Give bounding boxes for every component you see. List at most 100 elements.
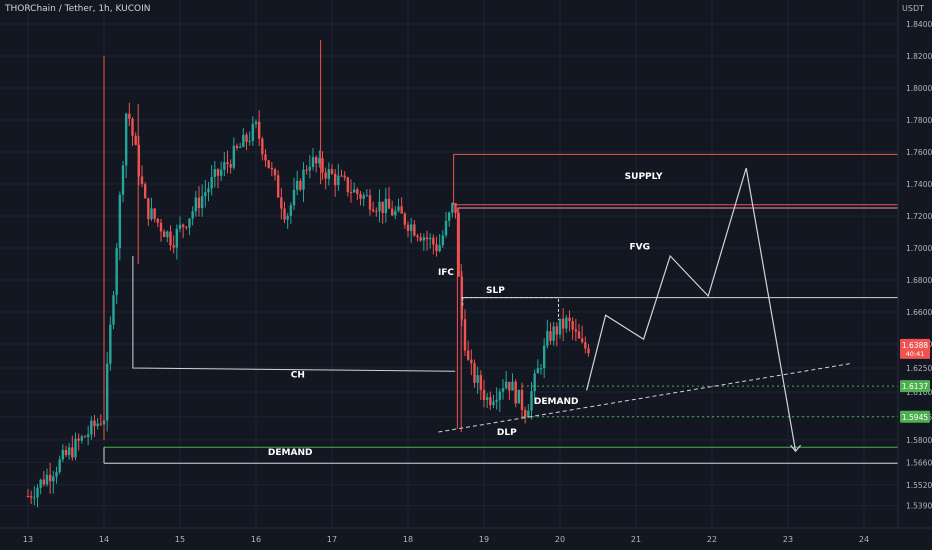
candle-body (536, 368, 540, 374)
drawings: SUPPLY FVG IFC SLP CH DEMAND DLP DEMAND (103, 153, 898, 464)
candle-body (555, 326, 559, 335)
candle-body (476, 375, 479, 383)
annotation-fvg: FVG (630, 243, 651, 253)
candle-body (191, 211, 194, 219)
candle-body (302, 169, 305, 190)
candle-body (295, 180, 299, 190)
candle-body (64, 450, 68, 456)
x-tick-label: 20 (555, 535, 565, 544)
candle-body (473, 363, 476, 383)
candle-body (428, 237, 432, 240)
candle-body (413, 224, 416, 236)
candle-body (501, 388, 505, 392)
candle-body (485, 397, 489, 400)
candle-body (359, 194, 362, 199)
candle-body (48, 474, 52, 482)
x-tick-label: 18 (403, 535, 413, 544)
ch-line (132, 256, 456, 372)
candle-body (280, 197, 283, 209)
candle-body (181, 224, 185, 227)
candle-body (362, 195, 365, 199)
y-tick-label: 1.6250 (906, 364, 932, 373)
candle-body (86, 434, 90, 437)
candle-body (451, 203, 454, 213)
candle-body (390, 208, 394, 216)
candle-body (216, 169, 220, 176)
candle-body (251, 124, 255, 141)
candle-body (219, 169, 223, 176)
candle-body (200, 196, 204, 209)
candle-body (162, 231, 166, 238)
candle-body (283, 208, 286, 220)
candle-body (42, 479, 46, 485)
candle-body (498, 391, 502, 400)
candle-body (479, 375, 483, 390)
candle-body (409, 224, 413, 231)
candle-body (587, 348, 590, 354)
candle-body (504, 381, 508, 389)
x-tick-label: 17 (327, 535, 337, 544)
candle-body (257, 121, 261, 139)
candle-body (118, 194, 122, 249)
y-tick-label: 1.8200 (906, 52, 932, 61)
annotation-demand-minor: DEMAND (534, 397, 579, 407)
candle-body (489, 397, 492, 406)
candle-body (422, 237, 426, 241)
candle-body (375, 211, 378, 213)
candle-body (435, 244, 438, 252)
candle-body (397, 206, 400, 211)
candle-body (267, 160, 270, 168)
candle-body (539, 368, 543, 370)
candle-body (58, 459, 61, 472)
projection-path (586, 167, 797, 452)
candle-body (527, 410, 530, 418)
candle-body (159, 222, 163, 232)
candle-body (128, 113, 131, 119)
candle-body (273, 169, 277, 176)
candle-body (109, 324, 112, 364)
candle-body (99, 423, 103, 425)
candle-body (45, 474, 49, 485)
candle-body (235, 145, 239, 148)
candle-body (517, 389, 521, 404)
candle-body (574, 329, 578, 332)
annotation-slp: SLP (486, 286, 505, 296)
price-tag-text-level_lower: 1.5945 (902, 413, 928, 422)
candle-body (286, 215, 289, 220)
candle-body (264, 154, 267, 161)
y-tick-label: 1.8000 (906, 84, 932, 93)
candle-body (147, 198, 150, 220)
candle-body (276, 175, 280, 198)
candle-body (365, 195, 369, 197)
candle-body (242, 134, 245, 147)
candle-body (349, 192, 353, 194)
candle-body (254, 121, 258, 125)
price-tag-subtext-current: 40:41 (906, 350, 925, 358)
candle-body (96, 423, 99, 427)
candle-body (384, 198, 388, 214)
price-tag-text-level_upper: 1.6137 (902, 382, 928, 391)
candle-body (299, 180, 302, 190)
x-tick-label: 13 (23, 535, 33, 544)
candle-body (549, 331, 552, 341)
candle-body (33, 497, 36, 499)
x-tick-label: 16 (251, 535, 261, 544)
candle-body (134, 135, 137, 145)
candle-body (305, 169, 308, 171)
candle-body (400, 206, 403, 214)
candle-body (261, 138, 264, 155)
candle-body (188, 218, 191, 228)
candle-body (137, 144, 141, 177)
candle-body (292, 189, 296, 206)
y-tick-label: 1.5390 (906, 502, 932, 511)
candle-body (150, 208, 153, 220)
candle-body (530, 391, 533, 411)
candle-body (337, 175, 340, 186)
x-tick-label: 15 (175, 535, 185, 544)
candle-body (352, 189, 356, 193)
candle-body (74, 438, 77, 458)
candle-body (416, 235, 419, 238)
chart-title: THORChain / Tether, 1h, KUCOIN (5, 4, 151, 14)
